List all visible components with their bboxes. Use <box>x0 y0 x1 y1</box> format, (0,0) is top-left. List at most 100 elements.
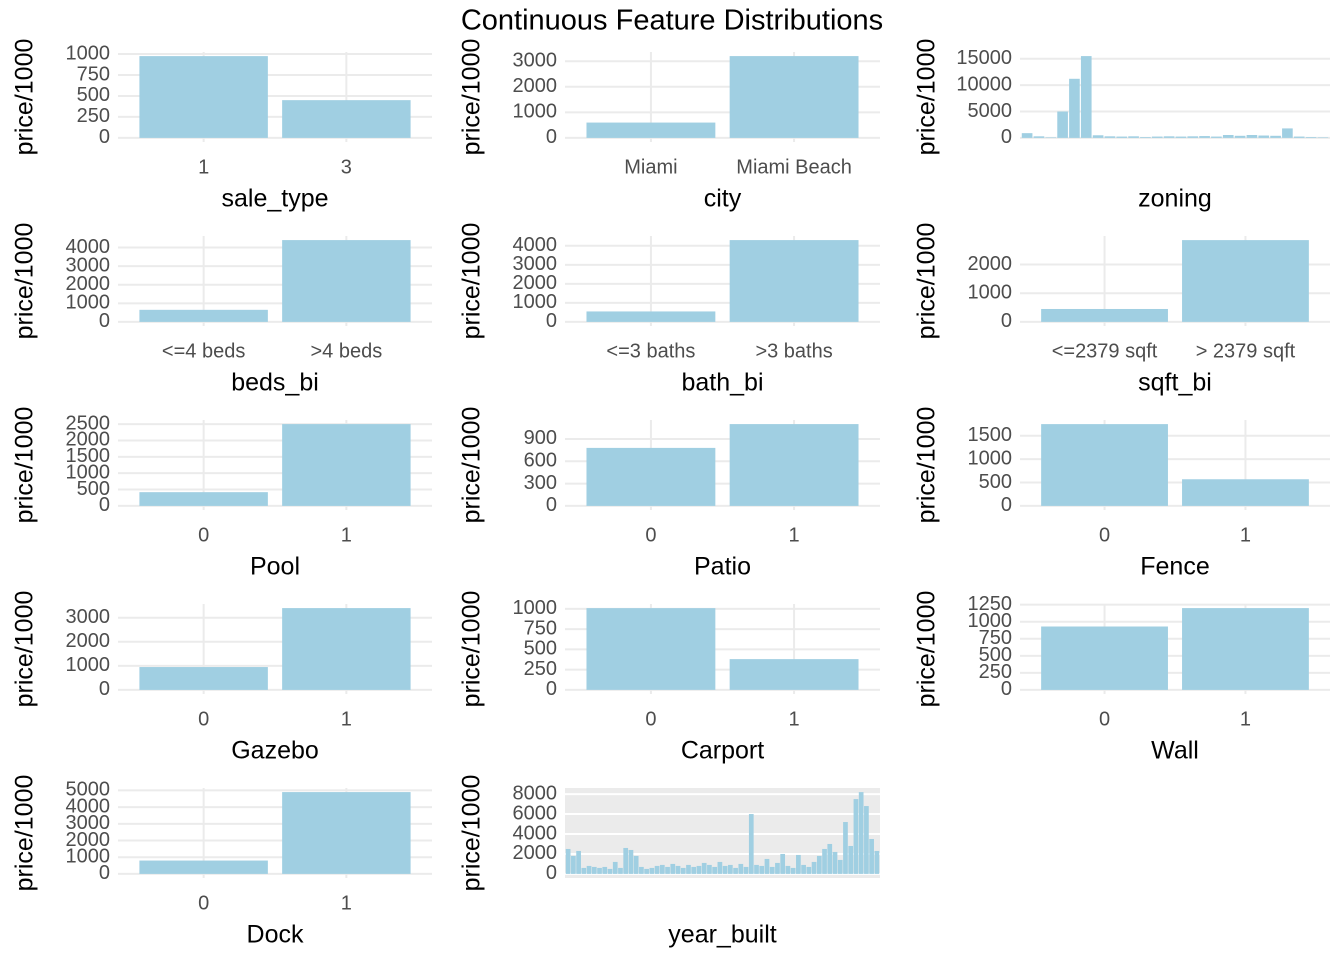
y-tick-label: 5000 <box>66 779 111 801</box>
bar <box>1182 240 1309 322</box>
bar <box>1270 135 1281 138</box>
bar <box>1045 137 1057 138</box>
y-tick-label: 1000 <box>66 654 111 676</box>
bar <box>722 865 728 874</box>
y-tick-label: 500 <box>979 644 1012 666</box>
bar <box>811 861 817 874</box>
y-tick-label: 500 <box>77 478 110 500</box>
bar <box>586 311 716 322</box>
bar <box>644 868 649 874</box>
y-tick-label: 0 <box>1001 126 1012 148</box>
x-tick-label: <=2379 sqft <box>1052 340 1158 362</box>
y-tick-label: 0 <box>546 494 557 516</box>
bar <box>1199 136 1210 138</box>
y-axis-label: price/1000 <box>458 39 486 156</box>
y-tick-label: 2000 <box>66 630 111 652</box>
bar <box>1317 137 1329 138</box>
y-tick-label: 6000 <box>513 802 558 824</box>
bar <box>1041 424 1168 506</box>
bar <box>769 866 775 874</box>
x-tick-label: <=3 baths <box>606 340 695 362</box>
y-axis-label: price/1000 <box>11 591 39 708</box>
y-tick-label: 2000 <box>66 273 111 295</box>
x-axis-label: beds_bi <box>231 369 319 397</box>
bar <box>729 240 859 322</box>
bar <box>139 860 268 874</box>
x-axis-label: Dock <box>247 921 304 949</box>
bar <box>837 859 843 874</box>
bar <box>282 424 411 506</box>
y-tick-label: 2000 <box>66 429 111 451</box>
bar <box>1182 608 1309 690</box>
y-tick-label: 1000 <box>66 845 111 867</box>
y-tick-label: 1000 <box>66 461 111 483</box>
y-tick-label: 600 <box>524 450 557 472</box>
bar <box>775 862 780 874</box>
y-tick-label: 500 <box>979 471 1012 493</box>
y-axis-label: price/1000 <box>913 407 941 524</box>
x-axis-label: bath_bi <box>681 369 763 397</box>
y-tick-label: 4000 <box>513 822 558 844</box>
y-tick-label: 0 <box>1001 678 1012 700</box>
bar <box>806 866 812 874</box>
x-tick-label: Miami Beach <box>736 156 852 178</box>
bar <box>785 865 791 874</box>
y-tick-label: 2000 <box>513 842 558 864</box>
bar <box>639 866 644 874</box>
bar <box>738 863 744 874</box>
y-tick-label: 0 <box>99 494 110 516</box>
y-tick-label: 0 <box>1001 310 1012 332</box>
x-tick-label: >3 baths <box>755 340 832 362</box>
bar <box>607 868 613 874</box>
y-axis-label: price/1000 <box>11 775 39 892</box>
bar <box>654 865 660 874</box>
x-tick-label: 1 <box>198 156 209 178</box>
bar <box>827 843 833 874</box>
bar <box>1222 135 1234 138</box>
bar <box>717 861 723 874</box>
bar <box>816 855 822 874</box>
y-tick-label: 750 <box>979 627 1012 649</box>
bar <box>790 867 796 874</box>
y-tick-label: 500 <box>77 84 110 106</box>
y-tick-label: 8000 <box>513 782 558 804</box>
bar <box>633 855 639 874</box>
y-tick-label: 1000 <box>66 42 111 64</box>
bar <box>701 862 707 874</box>
bar <box>586 608 716 690</box>
bar <box>1057 111 1068 138</box>
bar <box>1282 128 1293 138</box>
bar <box>864 806 869 874</box>
x-tick-label: 0 <box>198 892 209 914</box>
bar <box>612 861 618 874</box>
y-tick-label: 0 <box>546 310 557 332</box>
y-tick-label: 1500 <box>66 445 111 467</box>
bar <box>759 865 765 874</box>
bar <box>1128 136 1139 138</box>
bar <box>858 792 864 874</box>
x-tick-label: 0 <box>198 524 209 546</box>
bar <box>853 799 859 874</box>
bar <box>874 850 880 874</box>
y-tick-label: 3000 <box>513 49 558 71</box>
y-tick-label: 4000 <box>66 236 111 258</box>
y-tick-label: 250 <box>524 658 557 680</box>
y-tick-label: 3000 <box>513 253 558 275</box>
bar <box>282 240 411 322</box>
x-tick-label: 0 <box>645 524 656 546</box>
bar <box>1140 137 1151 138</box>
bar <box>586 122 716 138</box>
bar <box>869 838 874 874</box>
y-axis-label: price/1000 <box>458 591 486 708</box>
y-tick-label: 300 <box>524 472 557 494</box>
bar <box>729 424 859 506</box>
x-tick-label: > 2379 sqft <box>1196 340 1296 362</box>
y-tick-label: 15000 <box>956 47 1012 69</box>
bar <box>623 847 629 874</box>
y-axis-label: price/1000 <box>913 39 941 156</box>
bar <box>591 866 597 874</box>
bar <box>707 864 712 874</box>
y-tick-label: 1000 <box>968 447 1013 469</box>
bar <box>727 864 733 874</box>
